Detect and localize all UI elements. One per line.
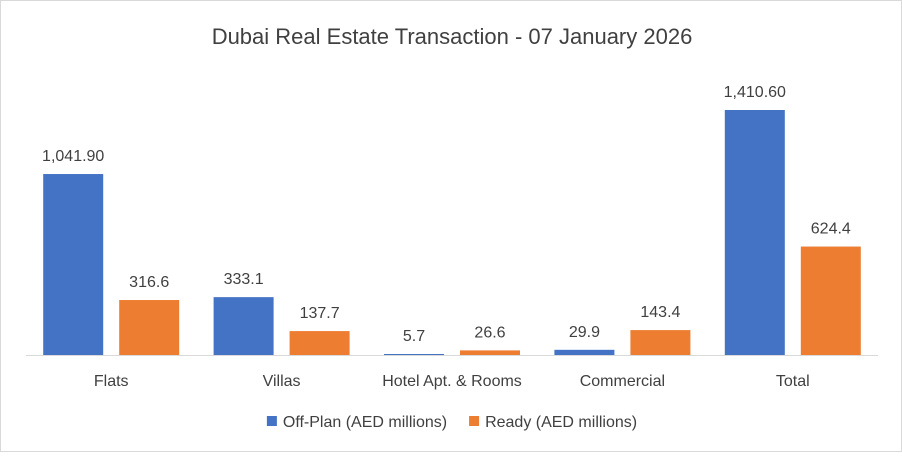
data-label-offplan-4: 1,410.60 [724,84,786,101]
bar-offplan-2 [384,354,444,355]
data-label-ready-1: 137.7 [300,305,340,322]
legend-swatch-offplan [266,416,277,426]
category-label-2: Hotel Apt. & Rooms [382,373,522,390]
chart-legend: Off-Plan (AED millions) Ready (AED millio… [266,414,637,431]
data-label-ready-0: 316.6 [129,274,169,291]
bar-ready-4 [800,246,861,355]
bar-offplan-0 [43,174,104,355]
data-label-offplan-2: 5.7 [403,328,425,345]
category-label-0: Flats [94,373,129,390]
category-label-4: Total [776,373,810,390]
category-label-1: Villas [263,373,301,390]
plot-area: 1,041.90 316.6 Flats 333.1 137.7 Villas 5.7 26.… [26,84,878,390]
bar-offplan-1 [213,297,274,355]
chart-title: Dubai Real Estate Transaction - 07 Janua… [212,24,693,49]
bar-ready-1 [289,331,350,355]
data-label-offplan-1: 333.1 [224,271,264,288]
legend-swatch-ready [469,416,480,426]
legend-label-ready: Ready (AED millions) [485,414,637,431]
data-label-ready-3: 143.4 [640,304,680,321]
data-label-ready-4: 624.4 [811,221,851,238]
legend-label-offplan: Off-Plan (AED millions) [283,414,447,431]
data-label-offplan-3: 29.9 [569,324,600,341]
category-label-3: Commercial [580,373,665,390]
bar-offplan-4 [724,110,785,355]
bar-ready-3 [630,330,691,355]
data-label-offplan-0: 1,041.90 [42,148,104,165]
bar-ready-0 [119,300,180,355]
bar-offplan-3 [554,349,615,355]
bar-ready-2 [460,350,520,355]
data-label-ready-2: 26.6 [474,324,505,341]
